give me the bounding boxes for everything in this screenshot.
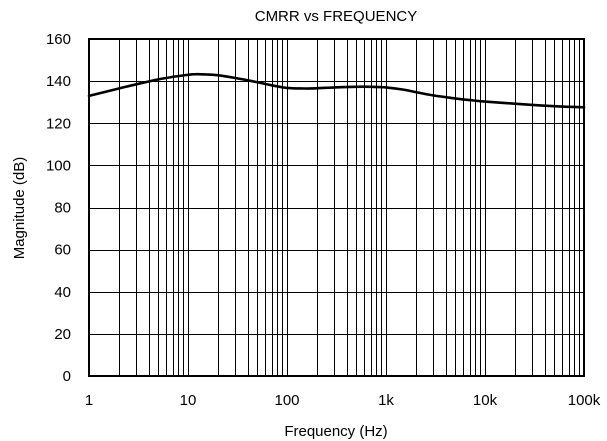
- chart-title: CMRR vs FREQUENCY: [255, 8, 418, 25]
- y-tick-label: 140: [46, 73, 71, 90]
- grid: [89, 39, 584, 377]
- series-layer: [87, 72, 586, 109]
- x-tick-label: 1k: [378, 392, 394, 409]
- y-tick-label: 120: [46, 115, 71, 132]
- y-tick-label: 160: [46, 31, 71, 48]
- x-tick-label: 10: [180, 392, 197, 409]
- y-tick-label: 40: [54, 284, 71, 301]
- x-tick-label: 100: [274, 392, 299, 409]
- y-axis-label: Magnitude (dB): [11, 157, 28, 260]
- tick-labels: 1 10 100 1k 10k 100k 0 20 40 60 80 100 120 140 160: [46, 31, 601, 409]
- x-tick-label: 100k: [568, 392, 601, 409]
- y-tick-label: 60: [54, 242, 71, 259]
- x-tick-label: 10k: [473, 392, 498, 409]
- x-axis-label: Frequency (Hz): [284, 423, 387, 440]
- y-tick-label: 20: [54, 326, 71, 343]
- y-tick-label: 0: [63, 368, 71, 385]
- x-tick-label: 1: [85, 392, 93, 409]
- cmrr-series-line: [87, 72, 586, 109]
- y-tick-label: 100: [46, 157, 71, 174]
- y-tick-label: 80: [54, 200, 71, 217]
- plot-frame: [88, 38, 585, 377]
